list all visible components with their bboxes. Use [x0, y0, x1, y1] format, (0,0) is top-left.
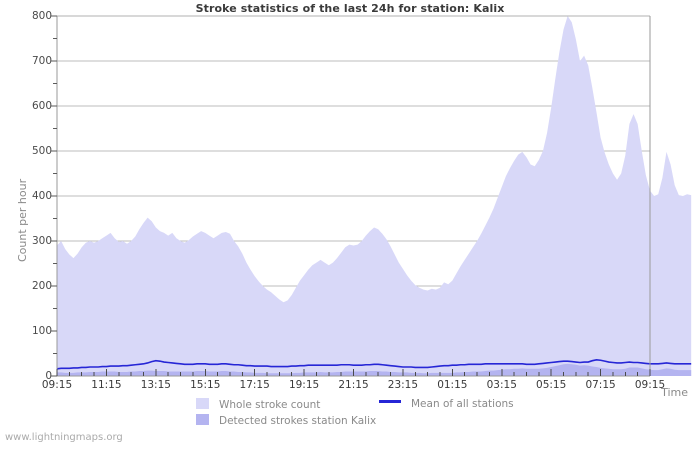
x-tick-label: 03:15: [486, 379, 517, 391]
legend-item-whole-stroke-count: Whole stroke count: [196, 398, 320, 411]
y-tick-label: 300: [31, 235, 52, 247]
legend-swatch-detected-strokes: [196, 414, 209, 425]
x-tick-label: 21:15: [338, 379, 369, 391]
x-axis-title: Time: [661, 386, 688, 399]
chart-title: Stroke statistics of the last 24h for st…: [195, 2, 505, 15]
y-tick-label: 0: [45, 370, 52, 382]
x-tick-label: 01:15: [437, 379, 468, 391]
x-tick-label: 11:15: [91, 379, 122, 391]
x-tick-label: 15:15: [190, 379, 221, 391]
legend-label-whole-stroke-count: Whole stroke count: [219, 399, 321, 411]
y-tick-label: 800: [31, 10, 52, 22]
legend-item-detected-strokes: Detected strokes station Kalix: [196, 414, 376, 427]
legend-item-mean-of-all-stations: Mean of all stations: [379, 398, 514, 410]
x-tick-label: 17:15: [239, 379, 270, 391]
y-tick-label: 100: [31, 325, 52, 337]
y-tick-label: 400: [31, 190, 52, 202]
x-tick-label: 23:15: [387, 379, 419, 391]
legend-label-mean-of-all-stations: Mean of all stations: [411, 398, 514, 410]
y-tick-label: 600: [31, 100, 52, 112]
x-tick-label: 13:15: [140, 379, 171, 391]
legend-line-mean-of-all-stations: [379, 400, 401, 403]
legend-swatch-whole-stroke-count: [196, 398, 209, 409]
chart-legend: Whole stroke count Detected strokes stat…: [0, 396, 700, 427]
x-tick-label: 19:15: [288, 379, 320, 391]
legend-label-detected-strokes: Detected strokes station Kalix: [219, 415, 377, 427]
x-tick-label: 07:15: [585, 379, 616, 391]
x-tick-label: 05:15: [536, 379, 567, 391]
y-tick-label: 200: [31, 280, 52, 292]
x-tick-label: 09:15: [41, 379, 73, 391]
watermark-url: www.lightningmaps.org: [5, 432, 123, 443]
y-axis-tick-labels: 0 100 200 300 400 500 600 700 800: [0, 0, 52, 450]
y-tick-label: 700: [31, 55, 52, 67]
x-tick-label: 09:15: [634, 379, 666, 391]
y-tick-label: 500: [31, 145, 52, 157]
